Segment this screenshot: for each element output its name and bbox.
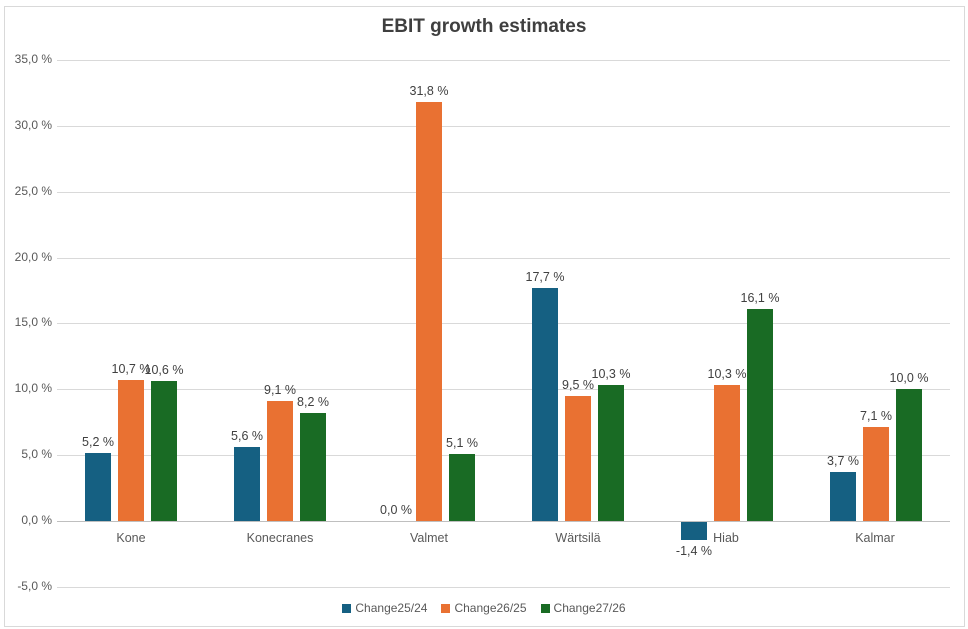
data-label: 10,3 %	[591, 367, 631, 381]
legend-item: Change25/24	[342, 601, 427, 615]
data-label: 9,5 %	[562, 378, 594, 392]
data-label: 3,7 %	[827, 454, 859, 468]
gridline	[57, 126, 950, 127]
data-label: 5,6 %	[231, 429, 263, 443]
legend-label: Change26/25	[454, 601, 527, 615]
bar-change26-25-valmet	[416, 102, 442, 521]
y-tick-label: 30,0 %	[14, 118, 52, 132]
legend-swatch-icon	[441, 603, 451, 613]
bar-change26-25-kone	[118, 380, 144, 521]
bar-change25-24-hiab	[681, 522, 707, 540]
y-tick-label: 25,0 %	[14, 184, 52, 198]
legend-item: Change27/26	[540, 601, 626, 615]
data-label: 16,1 %	[740, 291, 780, 305]
category-label: Wärtsilä	[555, 531, 601, 545]
gridline	[57, 323, 950, 324]
data-label: 5,2 %	[82, 435, 114, 449]
legend: Change25/24 Change26/25 Change27/26	[0, 601, 968, 615]
category-label: Kone	[116, 531, 146, 545]
bar-change27-26-konecranes	[300, 413, 326, 521]
data-label: 10,7 %	[111, 362, 151, 376]
zero-axis-line	[57, 521, 950, 522]
y-tick-label: 20,0 %	[14, 250, 52, 264]
bar-change26-25-hiab	[714, 385, 740, 521]
data-label: 8,2 %	[297, 395, 329, 409]
data-label: -1,4 %	[675, 544, 713, 558]
legend-label: Change25/24	[355, 601, 428, 615]
category-label: Hiab	[713, 531, 739, 545]
y-tick-label: 35,0 %	[14, 52, 52, 66]
data-label: 0,0 %	[380, 503, 412, 517]
data-label: 17,7 %	[525, 270, 565, 284]
data-label: 31,8 %	[409, 84, 449, 98]
legend-swatch-icon	[540, 603, 550, 613]
y-tick-label: 5,0 %	[21, 447, 52, 461]
y-tick-label: 0,0 %	[21, 513, 52, 527]
bar-change27-26-hiab	[747, 309, 773, 521]
legend-label: Change27/26	[553, 601, 626, 615]
data-label: 10,6 %	[144, 363, 184, 377]
y-tick-label: -5,0 %	[17, 579, 52, 593]
legend-swatch-icon	[342, 603, 352, 613]
bar-change25-24-kalmar	[830, 472, 856, 521]
data-label: 10,3 %	[707, 367, 747, 381]
chart-title: EBIT growth estimates	[381, 16, 587, 37]
bar-change25-24-kone	[85, 453, 111, 521]
data-label: 5,1 %	[446, 436, 478, 450]
gridline	[57, 587, 950, 588]
data-label: 10,0 %	[889, 371, 929, 385]
bar-change25-24-wärtsilä	[532, 288, 558, 521]
category-label: Konecranes	[246, 531, 314, 545]
bar-change26-25-konecranes	[267, 401, 293, 521]
legend-item: Change26/25	[441, 601, 527, 615]
bar-change27-26-kalmar	[896, 389, 922, 521]
bar-change26-25-kalmar	[863, 427, 889, 521]
bar-change27-26-valmet	[449, 454, 475, 521]
gridline	[57, 192, 950, 193]
gridline	[57, 389, 950, 390]
bar-change27-26-kone	[151, 381, 177, 521]
y-tick-label: 10,0 %	[14, 381, 52, 395]
bar-change25-24-konecranes	[234, 447, 260, 521]
data-label: 7,1 %	[860, 409, 892, 423]
bar-change27-26-wärtsilä	[598, 385, 624, 521]
bar-change26-25-wärtsilä	[565, 396, 591, 521]
gridline	[57, 455, 950, 456]
y-tick-label: 15,0 %	[14, 315, 52, 329]
category-label: Valmet	[410, 531, 448, 545]
category-label: Kalmar	[855, 531, 895, 545]
data-label: 9,1 %	[264, 383, 296, 397]
gridline	[57, 258, 950, 259]
gridline	[57, 60, 950, 61]
